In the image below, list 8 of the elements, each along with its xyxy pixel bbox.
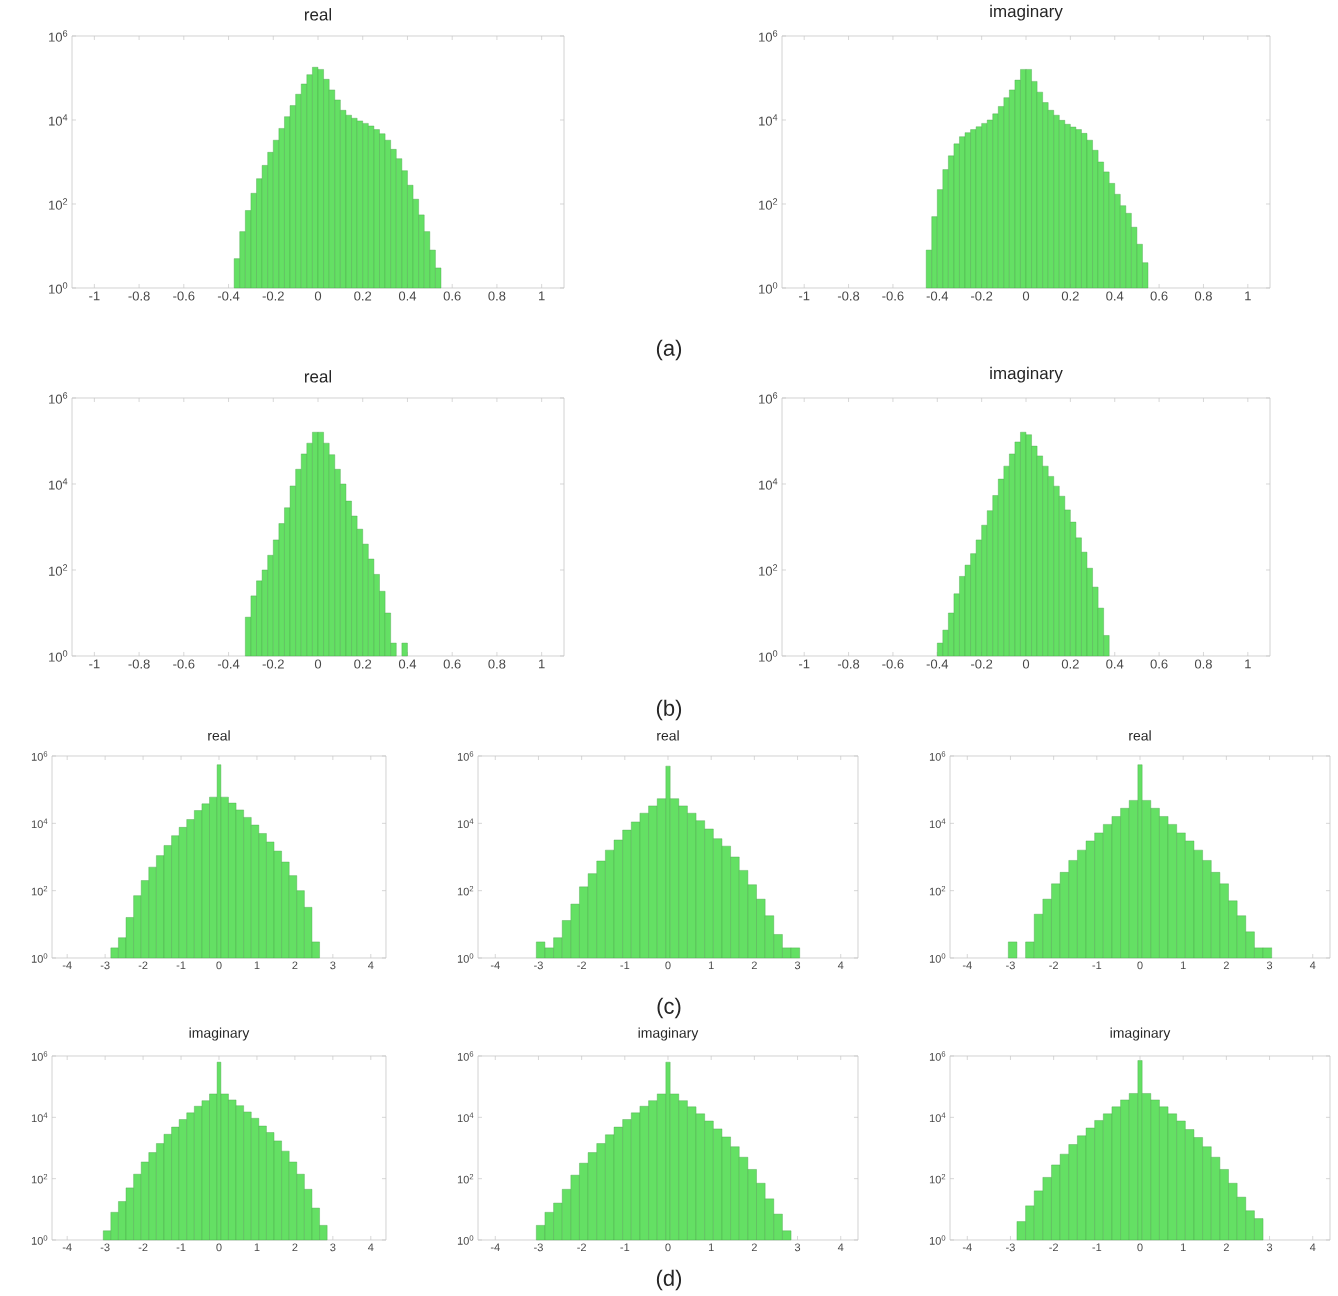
text: (b) xyxy=(656,699,682,721)
text: (d) xyxy=(656,1269,682,1291)
text: (a) xyxy=(656,339,682,361)
chart-title: real xyxy=(304,8,332,21)
chart-title: imaginary xyxy=(990,366,1063,383)
chart-title: imaginary xyxy=(990,4,1063,21)
text: (c) xyxy=(657,997,681,1019)
chart-title: real xyxy=(304,370,332,383)
